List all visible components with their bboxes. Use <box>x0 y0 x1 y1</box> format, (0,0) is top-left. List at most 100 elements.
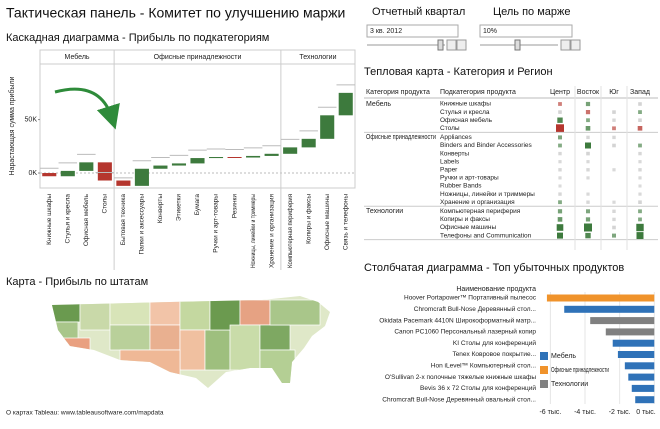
heat-cell <box>612 233 616 238</box>
y-tick-label: Bevis 36 x 72 Столы для конференций <box>420 384 536 392</box>
heat-cell <box>558 176 562 180</box>
heat-cell <box>586 209 590 214</box>
map <box>52 296 330 388</box>
subcategory-label: Компьютерная периферия <box>440 208 521 215</box>
waterfall-bar <box>301 138 316 148</box>
waterfall-bar <box>208 157 224 159</box>
control-quarter[interactable]: Отчетный квартал 3 кв. 2012 <box>366 6 467 51</box>
heat-cell <box>557 209 563 214</box>
waterfall-bar <box>190 158 205 164</box>
heat-cell <box>612 118 616 122</box>
x-tick-label: Копиры и факсы <box>305 194 312 244</box>
dashboard-title: Тактическая панель - Комитет по улучшени… <box>6 5 345 21</box>
control-margin[interactable]: Цель по марже 10% <box>479 6 581 51</box>
heat-cell <box>585 217 591 222</box>
column-header: Центр <box>550 89 570 96</box>
category-label: Технологии <box>366 208 403 215</box>
bar <box>564 305 655 313</box>
x-tick-label: Папки и аксессуары <box>139 194 146 255</box>
heat-cell <box>556 224 564 231</box>
control-value: 3 кв. 2012 <box>370 28 402 35</box>
subcategory-label: Ручки и арт-товары <box>440 175 499 182</box>
heat-cell <box>612 135 616 140</box>
y-tick-label: 50K <box>25 116 38 123</box>
heat-cell <box>558 143 562 148</box>
x-tick-label: Связь и телефоны <box>342 194 349 250</box>
category-label: Офисные принадлежности <box>366 134 436 141</box>
subcategory-label: Конверты <box>440 150 469 157</box>
x-tick-label: Офисная мебель <box>82 193 90 246</box>
x-tick-label: Резинки <box>231 194 238 219</box>
subcategory-label: Столы <box>440 125 460 132</box>
heat-cell <box>638 118 642 122</box>
y-tick-label: O'Sullivan 2-х полочные тяжелые книжные … <box>385 374 536 381</box>
y-tick-label: Okidata Pacemark 4410N Широкоформатный м… <box>379 316 536 324</box>
heat-cell <box>585 142 591 149</box>
x-tick-label: Этикетки <box>176 194 183 221</box>
heat-cell <box>586 200 590 204</box>
heat-cell <box>585 126 591 131</box>
subcategory-label: Хранение и организация <box>440 199 515 206</box>
heat-cell <box>558 184 562 188</box>
waterfall-bar <box>116 180 131 186</box>
dropdown[interactable] <box>366 24 459 38</box>
heat-cell <box>557 117 563 123</box>
heat-cell <box>612 225 616 230</box>
y-tick-label: Chromcraft Bull-Nose Деревянный стол... <box>414 305 536 313</box>
x-tick-label: Бытовая техника <box>120 194 127 246</box>
step-forward[interactable] <box>456 39 467 51</box>
x-tick-label: Хранение и организация <box>268 194 275 268</box>
legend-swatch <box>540 366 548 374</box>
heat-cell <box>638 192 642 196</box>
heat-cell <box>558 151 562 156</box>
column-header: Запад <box>630 89 650 96</box>
control-label: Отчетный квартал <box>372 6 465 18</box>
heat-cell <box>558 135 562 140</box>
heat-cell <box>638 151 642 156</box>
slider-thumb[interactable] <box>437 39 444 51</box>
column-header: Восток <box>577 89 600 96</box>
subcategory-label: Paper <box>440 167 458 174</box>
step-forward[interactable] <box>570 39 581 51</box>
heat-cell <box>584 223 592 232</box>
heat-cell <box>585 232 591 239</box>
map-credit: О картах Tableau: www.tableausoftware.co… <box>6 410 164 417</box>
waterfall-bar <box>283 147 298 154</box>
y-tick-label: 0K <box>28 170 37 177</box>
plot-frame <box>39 49 356 189</box>
group-label: Офисные принадлежности <box>154 54 242 61</box>
heat-cell <box>558 200 562 205</box>
waterfall-bar <box>153 165 168 169</box>
y-tick-label: Hoover Portapower™ Портативный пылесос <box>404 294 537 302</box>
heat-cell <box>586 135 590 140</box>
x-tick-label: 0 тыс. <box>636 409 656 416</box>
bar <box>635 396 655 404</box>
subcategory-label: Офисные машины <box>440 224 496 231</box>
x-tick-label: Ножницы, линейки и триммеры <box>249 194 257 268</box>
chart-title: Каскадная диаграмма - Прибыль по подкате… <box>6 32 269 44</box>
input[interactable] <box>479 24 573 38</box>
step-back[interactable] <box>560 39 571 51</box>
y-tick-label: Hon iLevel™ Компьютерный стол... <box>431 362 536 370</box>
legend-swatch <box>540 380 548 388</box>
slider-thumb[interactable] <box>514 39 521 51</box>
group-label: Мебель <box>65 53 90 61</box>
heat-cell <box>557 232 563 239</box>
subcategory-label: Appliances <box>440 134 473 141</box>
waterfall-bar <box>264 153 279 156</box>
heat-cell <box>612 110 616 114</box>
heat-cell <box>612 168 616 172</box>
annotation-arrow <box>54 87 120 130</box>
y-tick-label: KI Столы для конференций <box>453 339 536 347</box>
waterfall-bar <box>320 115 335 139</box>
legend-label: Технологии <box>551 381 588 388</box>
row-header: Категория продукта <box>366 89 430 96</box>
legend-swatch <box>540 352 548 360</box>
heat-cell <box>612 209 616 213</box>
subcategory-label: Книжные шкафы <box>440 101 491 108</box>
x-tick-label: Компьютерная периферия <box>287 194 294 268</box>
step-back[interactable] <box>446 39 457 51</box>
waterfall-bar <box>97 162 112 181</box>
heat-cell <box>558 192 562 196</box>
